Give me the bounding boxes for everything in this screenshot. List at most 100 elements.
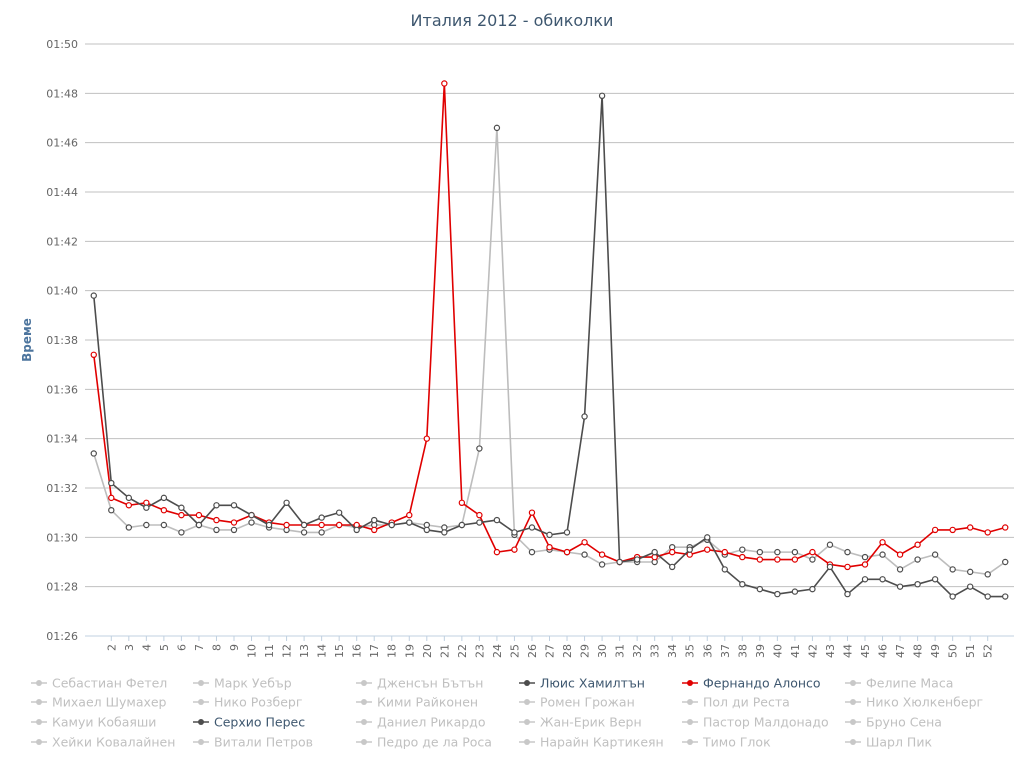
data-point[interactable] [371, 526, 378, 534]
data-point[interactable] [914, 556, 921, 563]
data-point[interactable] [826, 541, 834, 548]
data-point[interactable] [739, 581, 746, 588]
data-point[interactable] [721, 566, 728, 573]
data-point[interactable] [178, 511, 185, 519]
data-point[interactable] [125, 524, 133, 531]
data-point[interactable] [213, 526, 220, 534]
data-point[interactable] [879, 576, 886, 583]
data-point[interactable] [335, 521, 343, 529]
data-point[interactable] [774, 548, 781, 556]
data-point[interactable] [125, 502, 133, 509]
data-point[interactable] [809, 585, 816, 593]
data-point[interactable] [633, 556, 641, 563]
data-point[interactable] [721, 548, 728, 556]
data-point[interactable] [441, 80, 448, 87]
legend-item[interactable]: Жан-Ерик Верн [519, 715, 642, 730]
data-point[interactable] [668, 563, 676, 571]
data-point[interactable] [791, 588, 799, 595]
data-point[interactable] [493, 124, 501, 132]
data-point[interactable] [528, 524, 536, 531]
data-point[interactable] [844, 548, 851, 556]
data-point[interactable] [651, 548, 658, 556]
data-point[interactable] [476, 511, 483, 519]
data-point[interactable] [949, 566, 956, 573]
data-point[interactable] [300, 529, 308, 536]
data-point[interactable] [896, 551, 904, 558]
data-point[interactable] [844, 590, 851, 598]
data-point[interactable] [283, 521, 290, 529]
data-point[interactable] [423, 526, 431, 534]
data-point[interactable] [861, 561, 869, 568]
data-point[interactable] [108, 479, 115, 487]
legend-item[interactable]: Бруно Сена [845, 715, 942, 730]
data-point[interactable] [686, 546, 693, 553]
data-point[interactable] [914, 581, 921, 588]
data-point[interactable] [949, 526, 956, 534]
data-point[interactable] [809, 548, 816, 556]
data-point[interactable] [283, 499, 290, 506]
data-point[interactable] [704, 546, 711, 553]
data-point[interactable] [371, 516, 378, 524]
legend-item[interactable]: Фелипе Маса [845, 676, 953, 691]
data-point[interactable] [90, 351, 97, 358]
data-point[interactable] [528, 509, 536, 516]
data-point[interactable] [160, 494, 168, 502]
data-point[interactable] [108, 507, 115, 514]
data-point[interactable] [861, 576, 869, 583]
data-point[interactable] [493, 548, 501, 556]
data-point[interactable] [108, 494, 115, 502]
data-point[interactable] [739, 553, 746, 561]
data-point[interactable] [546, 544, 553, 551]
data-point[interactable] [984, 571, 991, 578]
data-point[interactable] [406, 519, 413, 526]
data-point[interactable] [265, 521, 273, 529]
legend-item[interactable]: Люис Хамилтън [519, 676, 645, 691]
data-point[interactable] [511, 529, 518, 536]
data-point[interactable] [546, 531, 553, 539]
data-point[interactable] [511, 546, 518, 553]
data-point[interactable] [984, 529, 991, 536]
data-point[interactable] [581, 539, 588, 546]
data-point[interactable] [598, 92, 606, 100]
legend-item[interactable]: Камуи Кобаяши [31, 715, 156, 730]
data-point[interactable] [248, 511, 255, 519]
data-point[interactable] [248, 519, 255, 526]
legend-item[interactable]: Себастиан Фетел [31, 676, 167, 691]
data-point[interactable] [844, 563, 851, 571]
data-point[interactable] [476, 445, 483, 452]
legend-item[interactable]: Хейки Ковалайнен [31, 735, 175, 750]
legend-item[interactable]: Пастор Малдонадо [682, 715, 829, 730]
data-point[interactable] [931, 526, 939, 534]
data-point[interactable] [914, 541, 921, 548]
data-point[interactable] [581, 413, 588, 420]
data-point[interactable] [318, 521, 325, 529]
data-point[interactable] [598, 551, 606, 558]
data-point[interactable] [563, 548, 571, 556]
data-point[interactable] [388, 521, 395, 529]
data-point[interactable] [861, 553, 869, 561]
data-point[interactable] [335, 509, 343, 516]
data-point[interactable] [879, 539, 886, 546]
data-point[interactable] [178, 504, 185, 511]
data-point[interactable] [931, 576, 939, 583]
data-point[interactable] [668, 548, 676, 556]
data-point[interactable] [791, 548, 799, 556]
data-point[interactable] [160, 507, 168, 514]
data-point[interactable] [230, 519, 238, 526]
data-point[interactable] [791, 556, 799, 563]
data-point[interactable] [318, 514, 325, 521]
data-point[interactable] [195, 511, 203, 519]
legend-item[interactable]: Марк Уебър [193, 676, 292, 691]
legend-item[interactable]: Серхио Перес [193, 715, 305, 730]
data-point[interactable] [774, 556, 781, 563]
data-point[interactable] [966, 583, 974, 590]
data-point[interactable] [739, 546, 746, 553]
legend-item[interactable]: Тимо Глок [682, 735, 771, 750]
data-point[interactable] [143, 504, 150, 511]
data-point[interactable] [984, 593, 991, 600]
data-point[interactable] [931, 551, 939, 558]
data-point[interactable] [879, 551, 886, 558]
legend-item[interactable]: Михаел Шумахер [31, 695, 167, 710]
data-point[interactable] [406, 511, 413, 519]
data-point[interactable] [774, 590, 781, 598]
